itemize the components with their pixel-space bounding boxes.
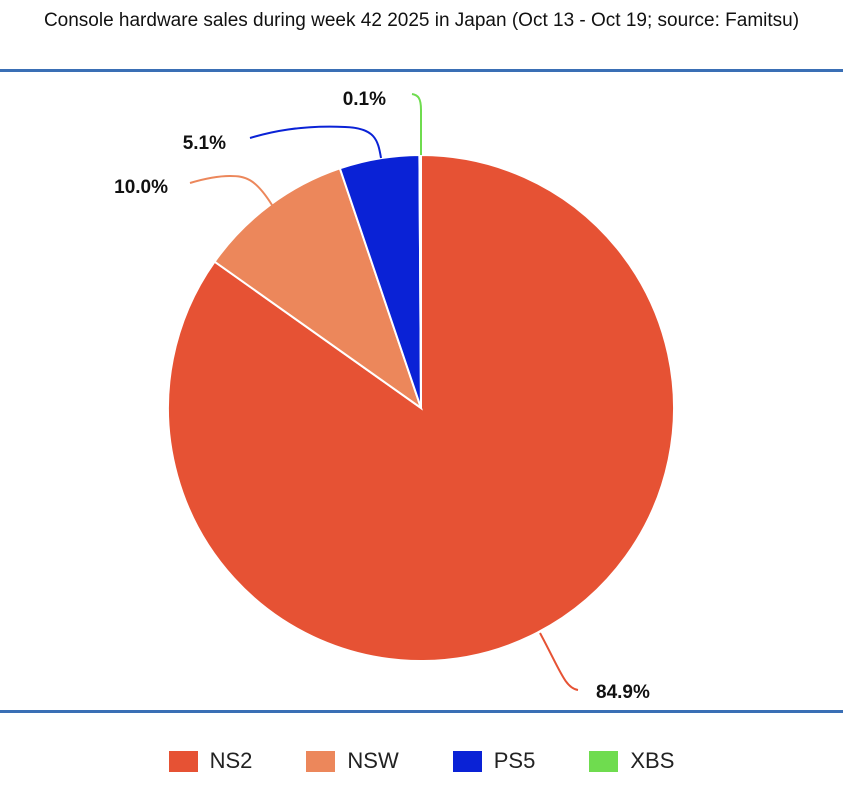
legend-swatch [306,750,336,772]
leader-line-ns2 [539,632,579,691]
top-divider [0,69,843,72]
legend-label: NSW [347,748,399,773]
slice-label-ps5: 5.1% [183,133,226,154]
legend-label: XBS [630,748,675,773]
legend-item-ns2: NS2 [168,748,253,774]
leader-line-xbs [411,93,422,155]
bottom-divider [0,710,843,713]
legend-swatch [168,750,198,772]
legend: NS2 NSW PS5 XBS [0,748,843,774]
leader-line-nsw [189,174,273,206]
chart-title: Console hardware sales during week 42 20… [43,10,800,31]
legend-item-nsw: NSW [306,748,399,774]
legend-item-xbs: XBS [589,748,674,774]
legend-item-ps5: PS5 [452,748,536,774]
slice-label-nsw: 10.0% [114,177,168,198]
legend-swatch [589,750,619,772]
legend-swatch [452,750,482,772]
pie-slice-nsw [213,167,423,411]
slice-label-ns2: 84.9% [596,682,650,703]
legend-label: NS2 [209,748,253,773]
leader-line-ps5 [249,125,382,159]
legend-label: PS5 [493,748,536,773]
slice-label-xbs: 0.1% [343,89,386,110]
